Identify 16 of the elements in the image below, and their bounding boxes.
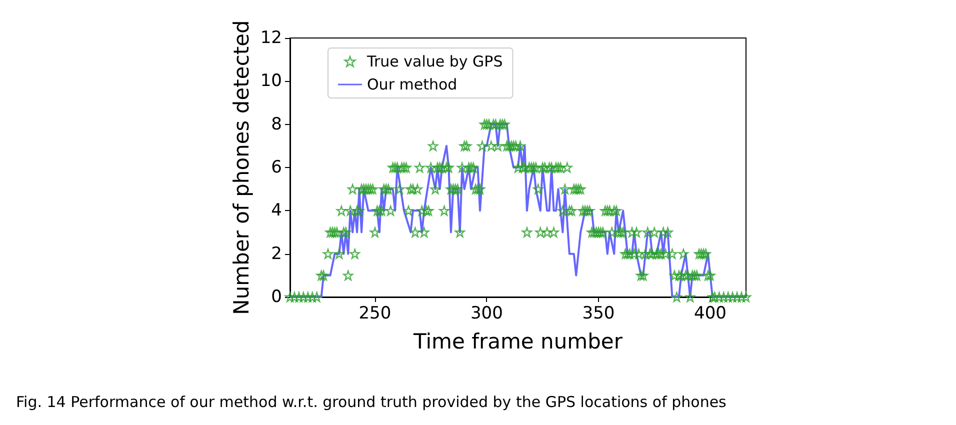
y-tick-label: 4 [271, 200, 282, 221]
y-tick-label: 8 [271, 114, 282, 134]
x-axis-title: Time frame number [412, 330, 623, 354]
y-tick-label: 2 [271, 244, 282, 264]
caption: Fig. 14 Performance of our method w.r.t. ground truth provided by the GPS locations of phones [15, 393, 728, 411]
x-tick-label: 350 [582, 304, 615, 324]
y-tick-label: 10 [260, 71, 282, 92]
legend-label: True value by GPS [366, 52, 503, 70]
y-tick-label: 0 [271, 287, 282, 307]
x-tick-label: 400 [694, 304, 726, 324]
legend-label: Our method [367, 76, 458, 94]
y-axis-title: Number of phones detected [230, 20, 254, 315]
y-tick-label: 6 [271, 158, 282, 178]
y-tick-label: 12 [260, 28, 282, 48]
x-tick-label: 250 [358, 304, 392, 324]
x-tick-label: 300 [470, 304, 503, 324]
